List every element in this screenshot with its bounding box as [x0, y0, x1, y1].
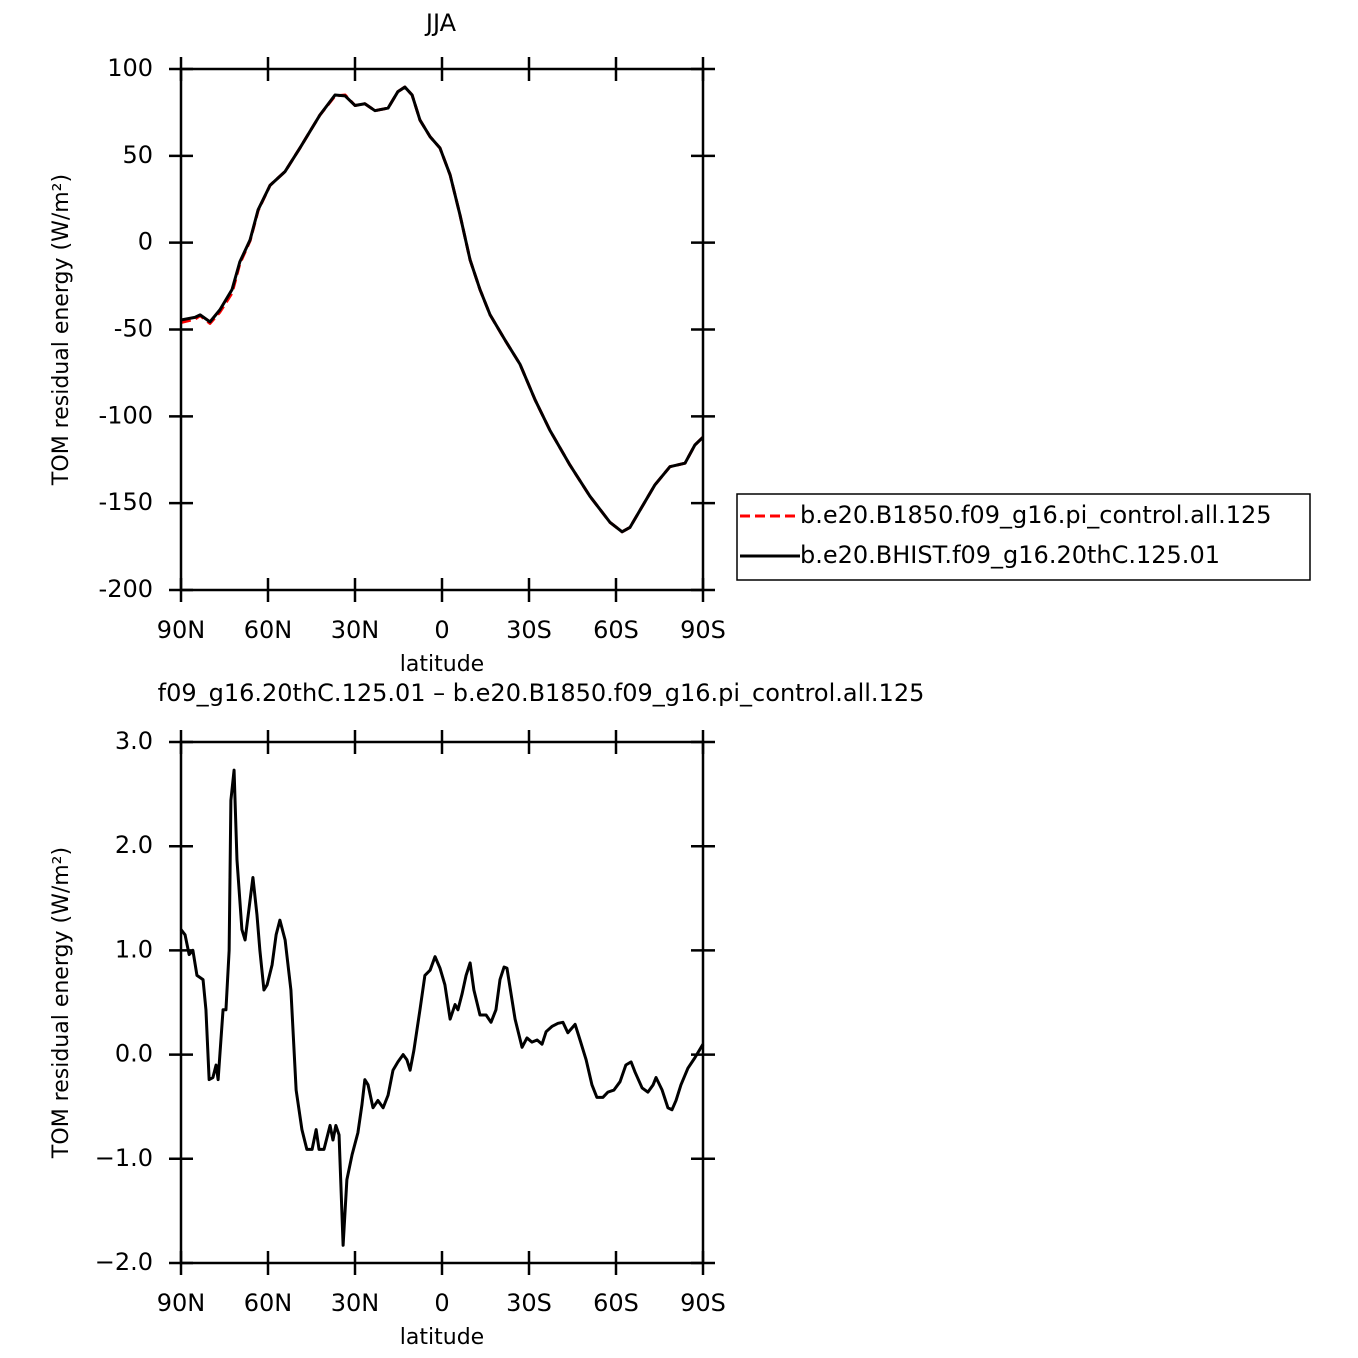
x-tick-label: 30N	[331, 1289, 380, 1317]
legend-box	[736, 493, 1311, 581]
plot-frame	[179, 740, 705, 1265]
x-axis-label: latitude	[400, 1325, 484, 1350]
x-tick-label: 30N	[331, 616, 380, 644]
y-tick-label: −2.0	[95, 1248, 153, 1276]
x-tick-label: 0	[434, 1289, 449, 1317]
chart-title: JJA	[424, 9, 457, 37]
y-tick-label: -150	[99, 488, 153, 516]
y-tick-label: 0	[138, 228, 153, 256]
plot-frame	[179, 67, 705, 592]
x-tick-label: 90S	[680, 1289, 726, 1317]
y-tick-label: −1.0	[95, 1144, 153, 1172]
y-tick-label: -50	[114, 315, 153, 343]
y-axis-label: TOM residual energy (W/m²)	[49, 847, 74, 1159]
data-line	[179, 768, 705, 1247]
x-tick-label: 60S	[593, 1289, 639, 1317]
x-tick-label: 60N	[244, 1289, 293, 1317]
legend-label: b.e20.B1850.f09_g16.pi_control.all.125	[800, 501, 1272, 529]
chart-title: f09_g16.20thC.125.01 – b.e20.B1850.f09_g…	[158, 679, 925, 707]
y-tick-label: 50	[122, 141, 153, 169]
y-tick-label: 2.0	[115, 831, 153, 859]
y-tick-label: 100	[107, 54, 153, 82]
x-tick-label: 0	[434, 616, 449, 644]
x-tick-label: 60N	[244, 616, 293, 644]
legend-label: b.e20.BHIST.f09_g16.20thC.125.01	[800, 541, 1220, 569]
y-axis-label: TOM residual energy (W/m²)	[49, 174, 74, 486]
x-tick-label: 60S	[593, 616, 639, 644]
y-tick-label: 3.0	[115, 727, 153, 755]
y-tick-label: 0.0	[115, 1040, 153, 1068]
data-line	[180, 85, 705, 534]
y-tick-label: -200	[99, 575, 153, 603]
y-tick-label: 1.0	[115, 935, 153, 963]
x-tick-label: 30S	[506, 1289, 552, 1317]
y-tick-label: -100	[99, 401, 153, 429]
x-tick-label: 90S	[680, 616, 726, 644]
x-tick-label: 90N	[157, 616, 206, 644]
x-tick-label: 90N	[157, 1289, 206, 1317]
x-axis-label: latitude	[400, 652, 484, 677]
x-tick-label: 30S	[506, 616, 552, 644]
